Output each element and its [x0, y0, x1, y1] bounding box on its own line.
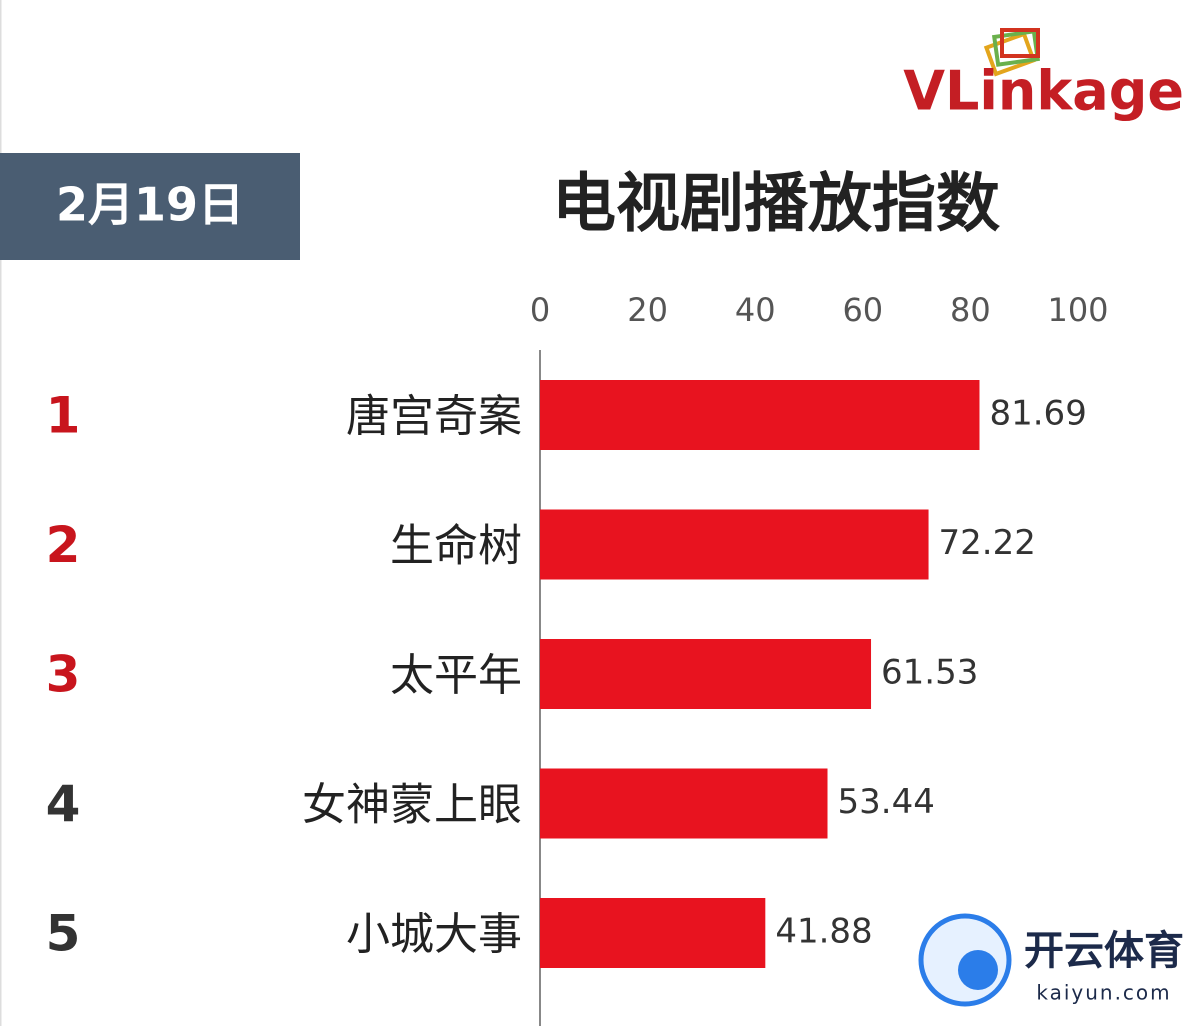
- category-label: 女神蒙上眼: [302, 780, 522, 831]
- chart-title: 电视剧播放指数: [552, 168, 1000, 242]
- bar: [540, 380, 980, 450]
- rank: 3: [46, 646, 81, 704]
- date: 2月19日: [56, 178, 244, 232]
- value-label: 61.53: [881, 653, 978, 693]
- x-tick-label: 20: [627, 291, 668, 329]
- value-label: 53.44: [838, 782, 935, 822]
- rank: 2: [46, 516, 81, 574]
- category-label: 生命树: [390, 521, 522, 572]
- rank: 1: [46, 387, 81, 445]
- value-label: 81.69: [989, 394, 1086, 434]
- x-tick-label: 80: [950, 291, 991, 329]
- date-box: [0, 153, 300, 260]
- category-label: 太平年: [390, 650, 522, 701]
- rank: 5: [46, 905, 81, 963]
- value-label: 72.22: [939, 523, 1036, 563]
- bar: [540, 768, 828, 839]
- x-tick-label: 40: [735, 291, 776, 329]
- bar: [540, 898, 766, 968]
- brand-icon: [983, 28, 1041, 77]
- category-label: 小城大事: [346, 909, 522, 960]
- category-label: 唐宫奇案: [346, 391, 522, 442]
- x-tick-label: 0: [530, 291, 550, 329]
- watermark: 开云体育 kaiyun.com: [918, 913, 1184, 1007]
- brand: VLinkage: [903, 60, 1184, 123]
- bar: [540, 509, 929, 580]
- value-label: 41.88: [775, 912, 872, 952]
- x-tick-label: 60: [842, 291, 883, 329]
- bar: [540, 639, 872, 709]
- rank: 4: [46, 775, 81, 833]
- watermark-name: 开云体育: [1024, 928, 1184, 974]
- watermark-site: kaiyun.com: [1036, 981, 1171, 1005]
- x-tick-label: 100: [1047, 291, 1108, 329]
